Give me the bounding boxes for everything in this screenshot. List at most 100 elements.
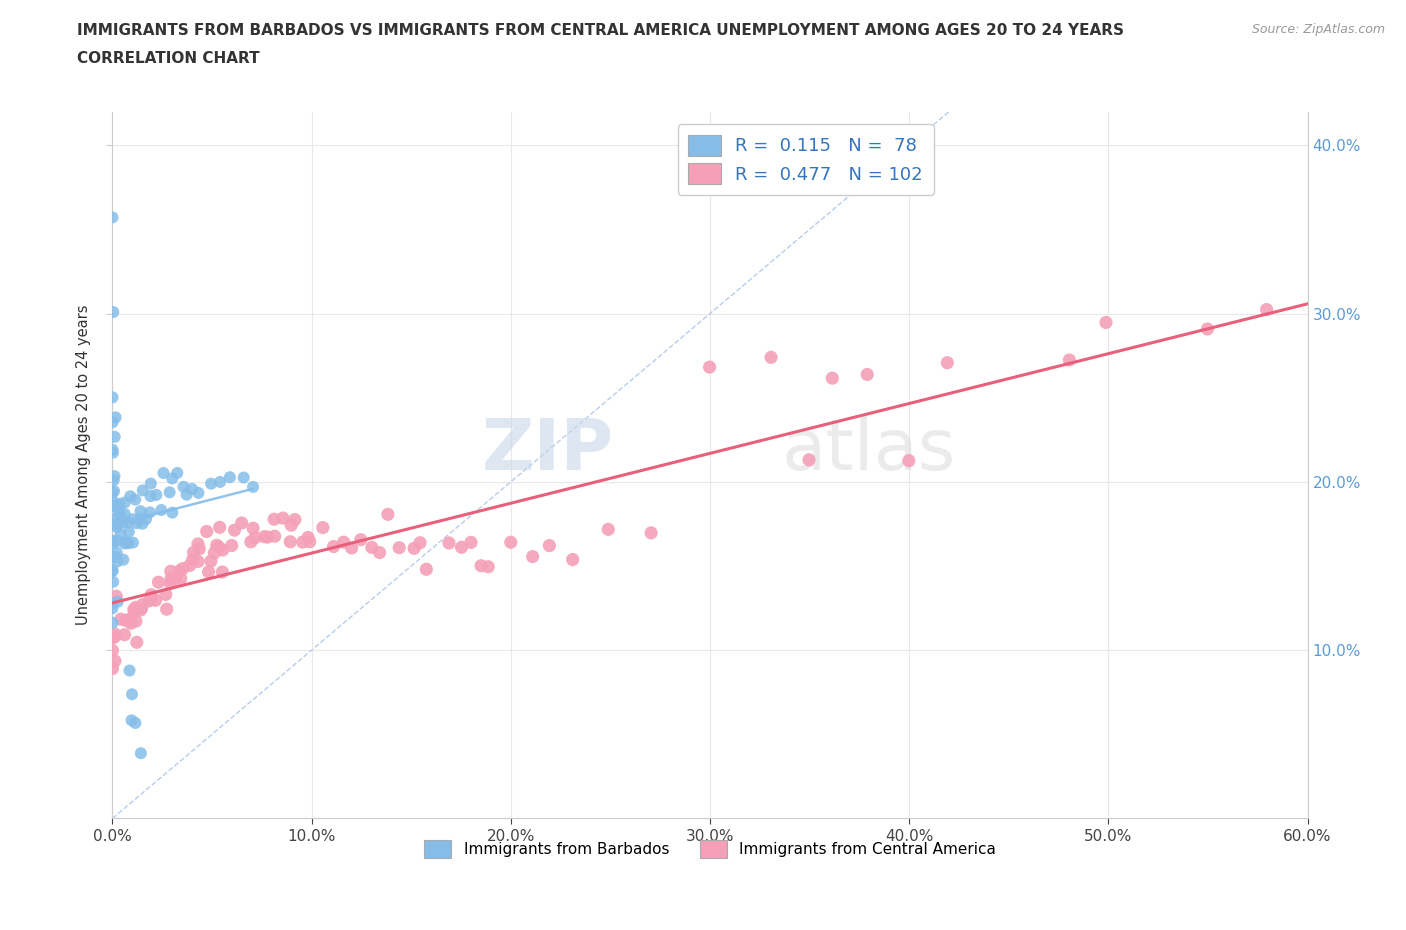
Point (101, 494, 124, 509)
Point (278, 535, 301, 550)
Point (561, 552, 583, 567)
Point (538, 538, 561, 553)
Point (499, 535, 522, 550)
Point (224, 523, 246, 538)
Point (477, 559, 499, 574)
Point (101, 210, 124, 225)
Point (208, 520, 231, 535)
Point (165, 571, 187, 586)
Point (231, 515, 253, 530)
Point (298, 534, 321, 549)
Point (129, 746, 152, 761)
Point (340, 540, 363, 555)
Point (242, 480, 264, 495)
Point (101, 415, 124, 430)
Point (202, 546, 225, 561)
Point (124, 492, 146, 507)
Point (159, 564, 181, 578)
Point (129, 511, 152, 525)
Point (187, 554, 209, 569)
Point (122, 535, 145, 550)
Point (101, 596, 124, 611)
Point (1256, 302, 1278, 317)
Y-axis label: Unemployment Among Ages 20 to 24 years: Unemployment Among Ages 20 to 24 years (76, 305, 91, 625)
Point (187, 485, 209, 500)
Point (101, 631, 124, 645)
Point (145, 487, 167, 502)
Point (200, 476, 222, 491)
Point (114, 628, 136, 643)
Point (159, 576, 181, 591)
Point (284, 512, 307, 527)
Point (197, 565, 219, 579)
Point (280, 518, 302, 533)
Point (160, 572, 183, 587)
Point (138, 593, 160, 608)
Point (271, 511, 294, 525)
Point (239, 535, 262, 550)
Point (101, 616, 124, 631)
Point (183, 545, 205, 560)
Point (120, 489, 142, 504)
Point (117, 515, 139, 530)
Point (135, 512, 157, 526)
Point (105, 589, 128, 604)
Point (132, 483, 155, 498)
Point (699, 360, 721, 375)
Point (122, 605, 145, 620)
Point (101, 445, 124, 460)
Point (121, 686, 143, 701)
Point (120, 616, 142, 631)
Point (312, 520, 335, 535)
Point (409, 536, 432, 551)
Point (105, 534, 128, 549)
Point (150, 502, 173, 517)
Point (107, 500, 129, 515)
Point (125, 516, 148, 531)
Point (122, 602, 145, 617)
Point (181, 482, 204, 497)
Point (125, 635, 148, 650)
Point (176, 487, 198, 502)
Point (291, 535, 314, 550)
Point (120, 613, 142, 628)
Point (125, 600, 148, 615)
Point (112, 552, 135, 567)
Point (117, 613, 139, 628)
Point (169, 564, 191, 578)
Point (350, 532, 373, 547)
Point (377, 507, 399, 522)
Point (131, 516, 153, 531)
Point (263, 512, 285, 526)
Point (101, 661, 124, 676)
Point (243, 530, 266, 545)
Point (797, 452, 820, 467)
Point (103, 575, 125, 590)
Point (139, 488, 162, 503)
Point (103, 484, 125, 498)
Point (101, 601, 124, 616)
Text: ZIP: ZIP (482, 417, 614, 485)
Point (118, 663, 141, 678)
Point (115, 613, 138, 628)
Point (103, 630, 125, 644)
Point (187, 537, 209, 551)
Point (110, 526, 132, 541)
Point (104, 517, 127, 532)
Point (124, 715, 146, 730)
Point (598, 522, 620, 537)
Point (856, 367, 879, 382)
Point (141, 588, 163, 603)
Point (101, 443, 124, 458)
Point (156, 602, 179, 617)
Point (104, 654, 127, 669)
Point (263, 529, 285, 544)
Point (160, 471, 183, 485)
Point (256, 530, 278, 545)
Point (103, 469, 125, 484)
Point (152, 466, 174, 481)
Text: IMMIGRANTS FROM BARBADOS VS IMMIGRANTS FROM CENTRAL AMERICA UNEMPLOYMENT AMONG A: IMMIGRANTS FROM BARBADOS VS IMMIGRANTS F… (77, 23, 1125, 38)
Point (114, 495, 136, 510)
Point (332, 535, 354, 550)
Point (188, 541, 211, 556)
